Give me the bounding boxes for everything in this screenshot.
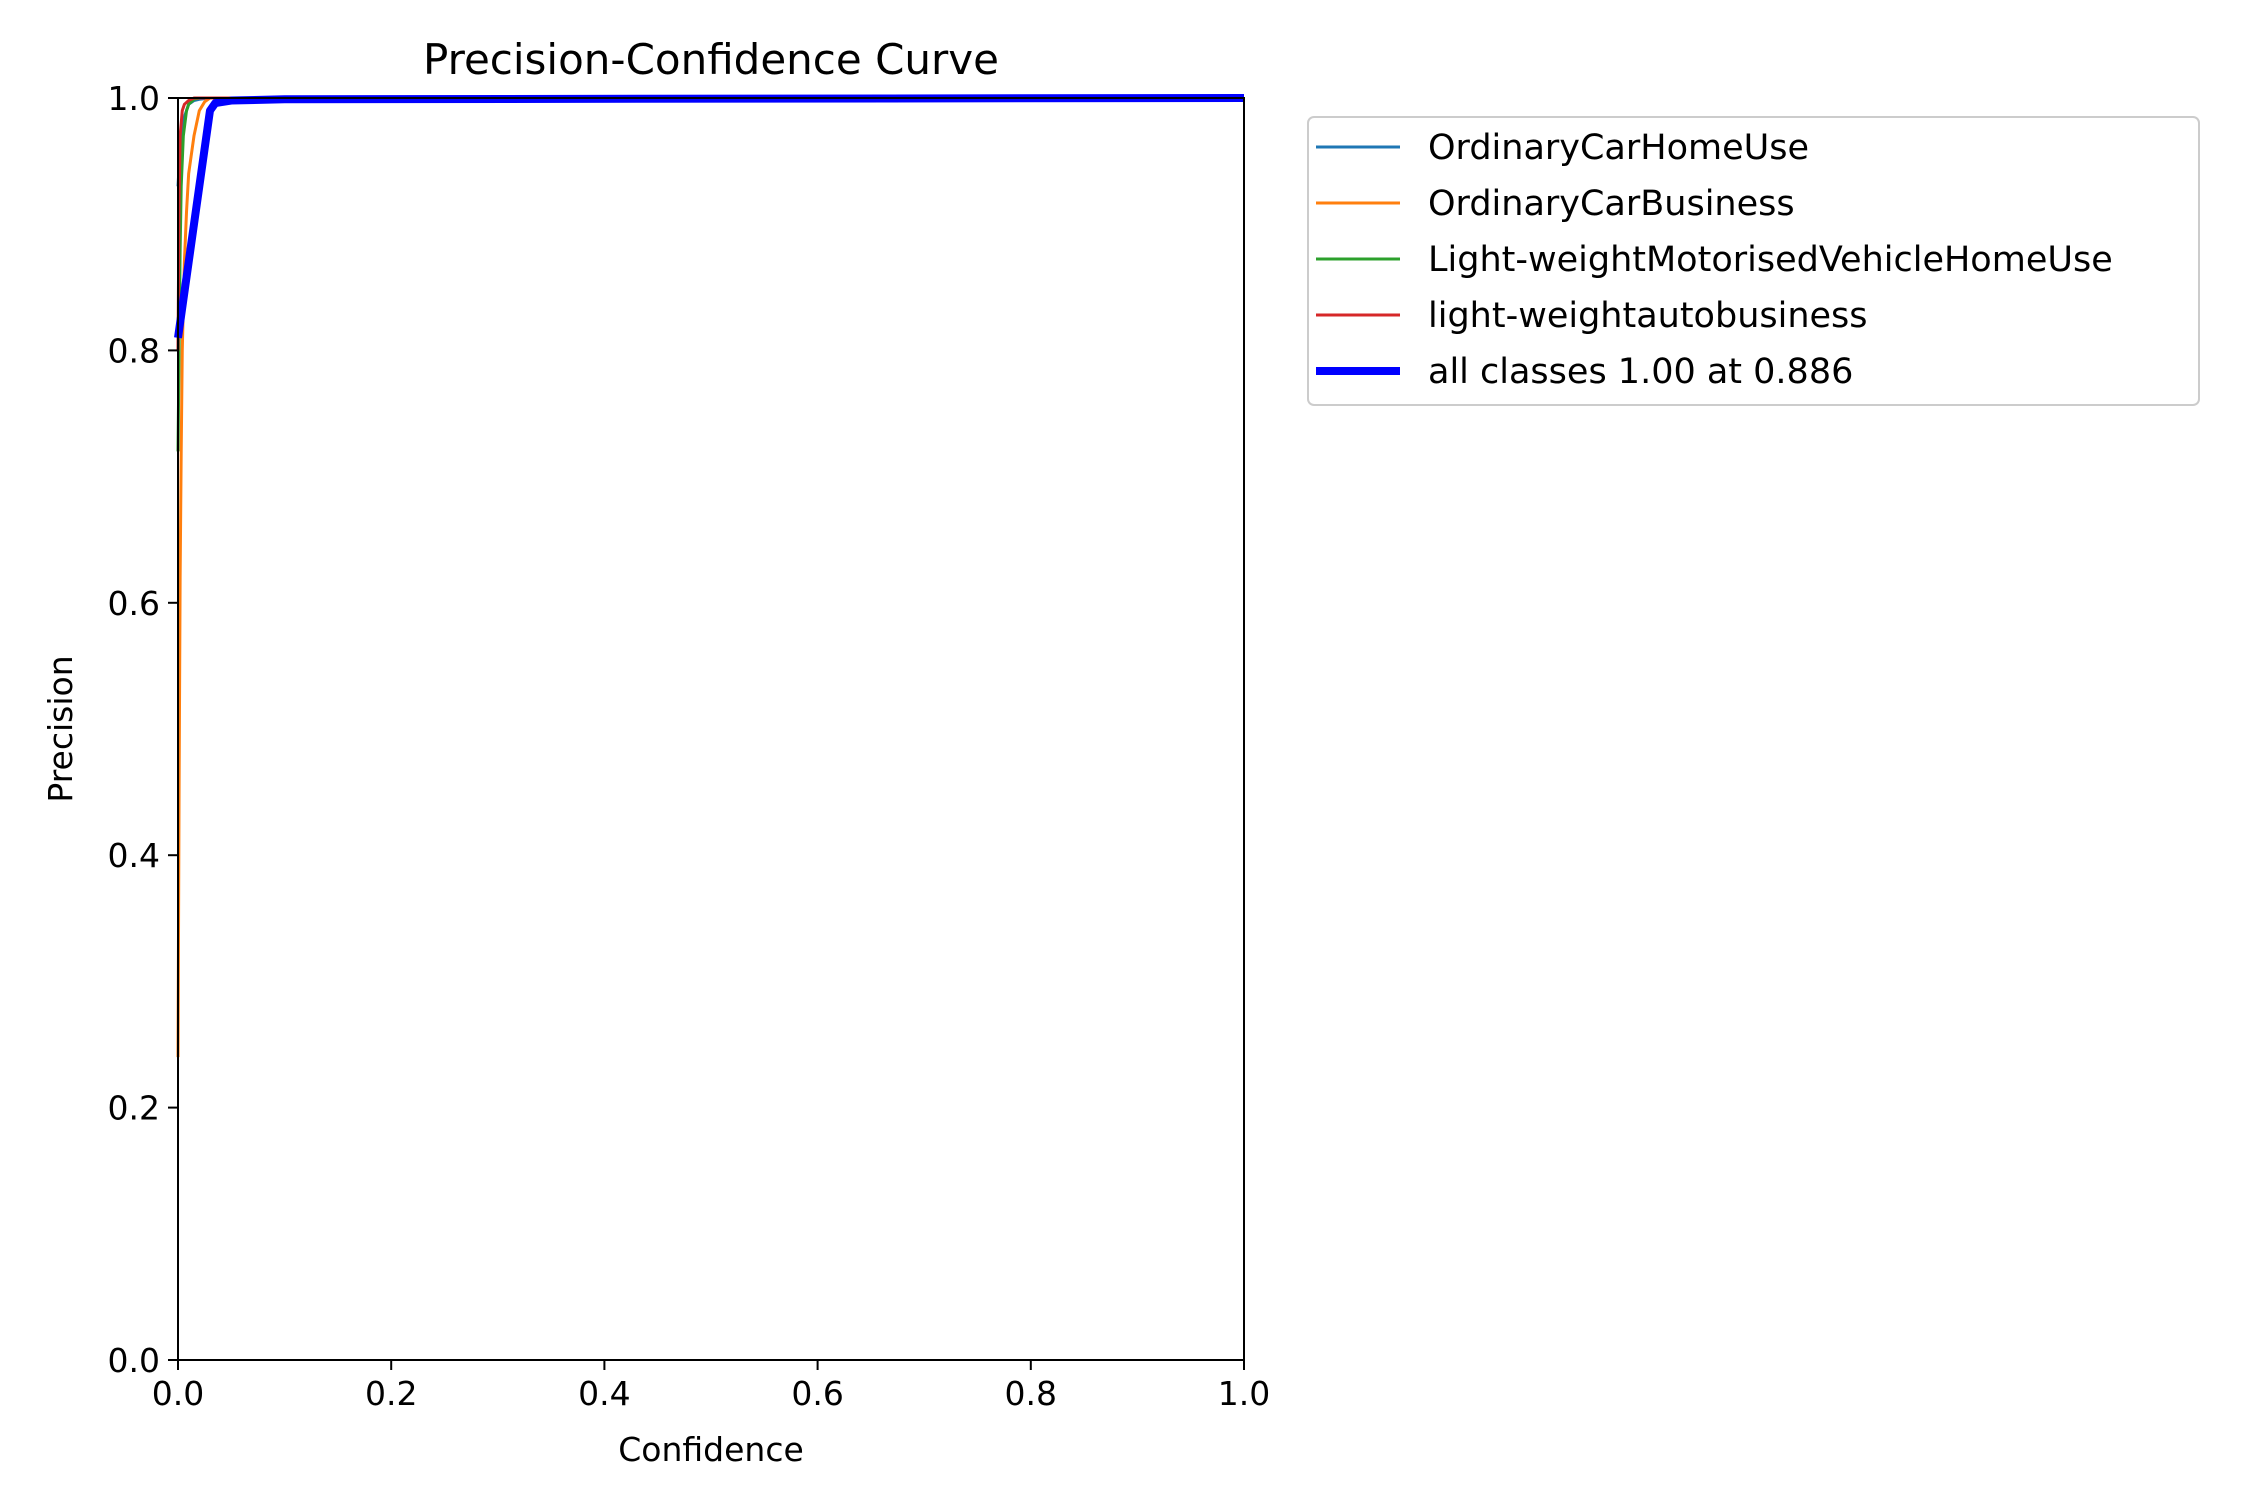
x-axis: 0.0 0.2 0.4 0.6 0.8 1.0	[152, 1360, 1270, 1413]
plot-area	[174, 94, 1245, 1361]
y-tick-label: 0.6	[108, 584, 160, 623]
legend-label-3: light-weightautobusiness	[1428, 296, 1868, 336]
series-group	[174, 94, 1245, 1058]
y-tick-label: 1.0	[108, 79, 160, 118]
series-line-1	[176, 96, 1244, 1058]
y-tick-label: 0.4	[108, 836, 160, 875]
plot-background	[178, 98, 1244, 1360]
x-axis-label: Confidence	[618, 1430, 804, 1469]
series-line-4	[174, 94, 1245, 339]
x-tick-label: 1.0	[1218, 1374, 1270, 1413]
legend-label-1: OrdinaryCarBusiness	[1428, 184, 1795, 224]
x-tick-label: 0.0	[152, 1374, 204, 1413]
x-tick-label: 0.6	[791, 1374, 843, 1413]
x-tick-label: 0.4	[578, 1374, 630, 1413]
y-tick-label: 0.2	[108, 1089, 160, 1128]
legend-box	[1307, 116, 2200, 406]
x-tick-label: 0.2	[365, 1374, 417, 1413]
legend-label-4: all classes 1.00 at 0.886	[1428, 352, 1853, 392]
y-tick-label: 0.0	[108, 1341, 160, 1380]
legend: OrdinaryCarHomeUse OrdinaryCarBusiness Lig…	[1307, 116, 2200, 406]
y-tick-label: 0.8	[108, 331, 160, 370]
y-axis-label: Precision	[41, 655, 80, 802]
plot-frame	[177, 97, 1245, 1361]
legend-label-0: OrdinaryCarHomeUse	[1428, 128, 1809, 168]
legend-label-2: Light-weightMotorisedVehicleHomeUse	[1428, 240, 2113, 280]
chart-title: Precision-Confidence Curve	[423, 35, 999, 84]
x-tick-label: 0.8	[1005, 1374, 1057, 1413]
y-axis: 0.0 0.2 0.4 0.6 0.8 1.0	[108, 79, 178, 1380]
legend-items: OrdinaryCarHomeUse OrdinaryCarBusiness Lig…	[1316, 128, 2113, 392]
